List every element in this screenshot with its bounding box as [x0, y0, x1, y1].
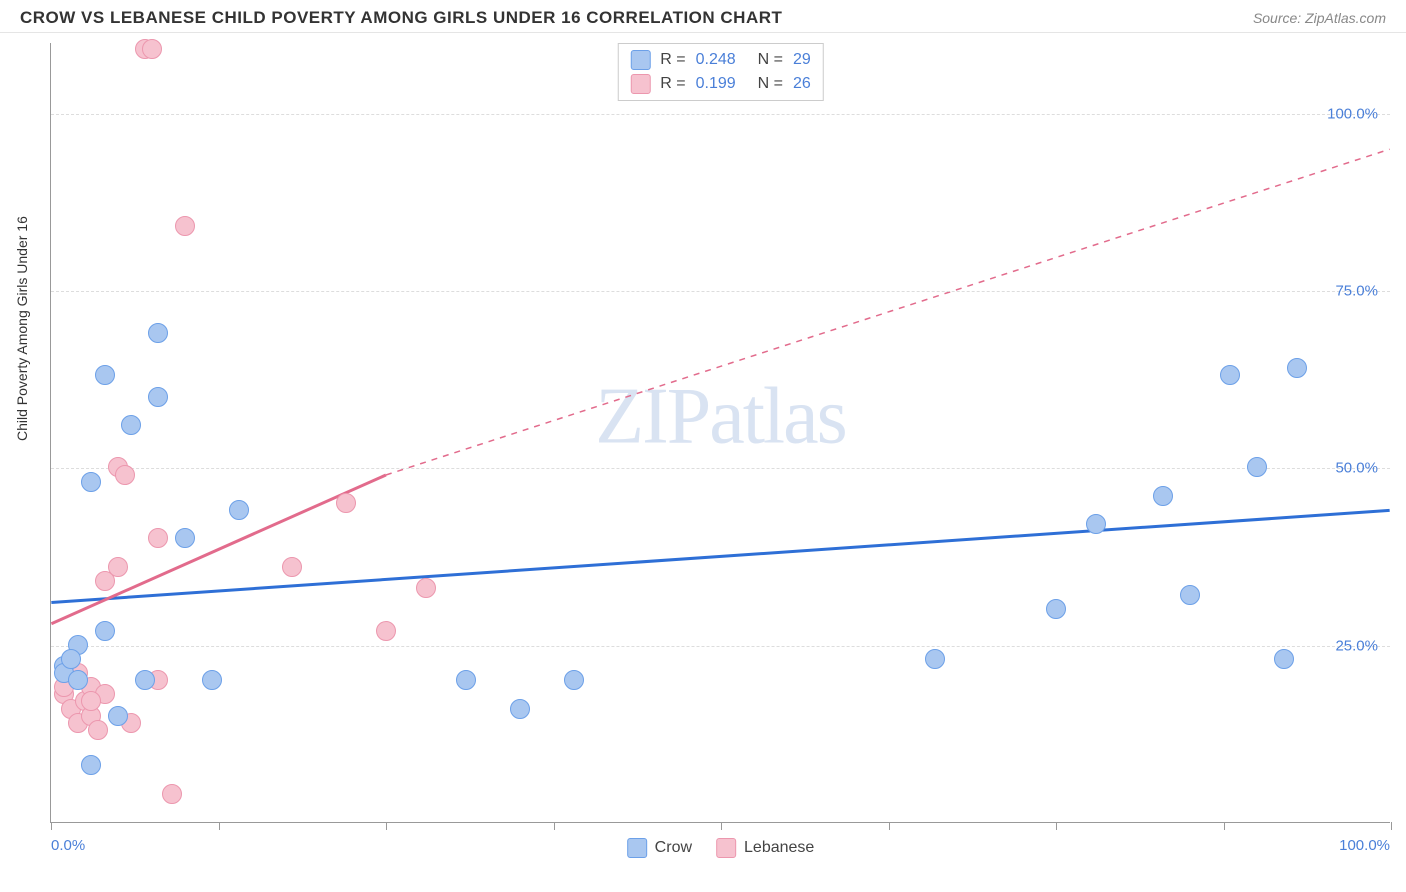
x-tick [1391, 822, 1392, 830]
x-tick-label: 100.0% [1339, 837, 1390, 854]
plot-area: ZIPatlas R =0.248N =29R =0.199N =26 Crow… [50, 43, 1390, 823]
data-point-crow [1086, 514, 1106, 534]
stats-row-lebanese: R =0.199N =26 [630, 72, 810, 96]
data-point-crow [1247, 457, 1267, 477]
source-attribution: Source: ZipAtlas.com [1253, 10, 1386, 26]
data-point-lebanese [162, 784, 182, 804]
swatch-icon [716, 838, 736, 858]
y-axis-label: Child Poverty Among Girls Under 16 [14, 216, 30, 441]
x-tick [721, 822, 722, 830]
data-point-crow [108, 706, 128, 726]
header: CROW VS LEBANESE CHILD POVERTY AMONG GIR… [0, 0, 1406, 33]
data-point-lebanese [416, 578, 436, 598]
data-point-crow [1287, 358, 1307, 378]
swatch-icon [630, 74, 650, 94]
data-point-crow [81, 472, 101, 492]
gridline [51, 114, 1390, 115]
gridline [51, 468, 1390, 469]
data-point-crow [175, 528, 195, 548]
trend-lines [51, 43, 1390, 822]
chart-container: Child Poverty Among Girls Under 16 ZIPat… [0, 33, 1406, 883]
x-tick [1224, 822, 1225, 830]
x-tick-label: 0.0% [51, 837, 85, 854]
data-point-crow [68, 670, 88, 690]
data-point-crow [81, 755, 101, 775]
data-point-crow [1180, 585, 1200, 605]
data-point-crow [229, 500, 249, 520]
data-point-lebanese [148, 528, 168, 548]
data-point-lebanese [175, 216, 195, 236]
y-tick-label: 50.0% [1335, 460, 1378, 477]
data-point-crow [925, 649, 945, 669]
data-point-crow [1153, 486, 1173, 506]
data-point-lebanese [336, 493, 356, 513]
data-point-lebanese [142, 39, 162, 59]
legend-item-crow: Crow [627, 838, 692, 858]
data-point-crow [564, 670, 584, 690]
data-point-crow [202, 670, 222, 690]
stats-row-crow: R =0.248N =29 [630, 48, 810, 72]
x-tick [1056, 822, 1057, 830]
data-point-lebanese [376, 621, 396, 641]
data-point-crow [456, 670, 476, 690]
y-tick-label: 75.0% [1335, 283, 1378, 300]
data-point-lebanese [282, 557, 302, 577]
swatch-icon [627, 838, 647, 858]
data-point-crow [1274, 649, 1294, 669]
chart-title: CROW VS LEBANESE CHILD POVERTY AMONG GIR… [20, 8, 782, 28]
x-tick [386, 822, 387, 830]
data-point-crow [148, 323, 168, 343]
data-point-crow [121, 415, 141, 435]
y-tick-label: 25.0% [1335, 637, 1378, 654]
swatch-icon [630, 50, 650, 70]
bottom-legend: Crow Lebanese [627, 838, 815, 858]
gridline [51, 291, 1390, 292]
data-point-crow [1220, 365, 1240, 385]
data-point-lebanese [115, 465, 135, 485]
data-point-crow [61, 649, 81, 669]
data-point-crow [95, 621, 115, 641]
watermark: ZIPatlas [595, 371, 846, 462]
x-tick [219, 822, 220, 830]
data-point-crow [1046, 599, 1066, 619]
y-tick-label: 100.0% [1327, 105, 1378, 122]
data-point-lebanese [108, 557, 128, 577]
data-point-crow [510, 699, 530, 719]
x-tick [51, 822, 52, 830]
data-point-lebanese [88, 720, 108, 740]
data-point-lebanese [81, 691, 101, 711]
x-tick [554, 822, 555, 830]
data-point-crow [148, 387, 168, 407]
legend-item-lebanese: Lebanese [716, 838, 814, 858]
data-point-crow [135, 670, 155, 690]
data-point-crow [95, 365, 115, 385]
x-tick [889, 822, 890, 830]
gridline [51, 646, 1390, 647]
stats-legend: R =0.248N =29R =0.199N =26 [617, 43, 823, 101]
